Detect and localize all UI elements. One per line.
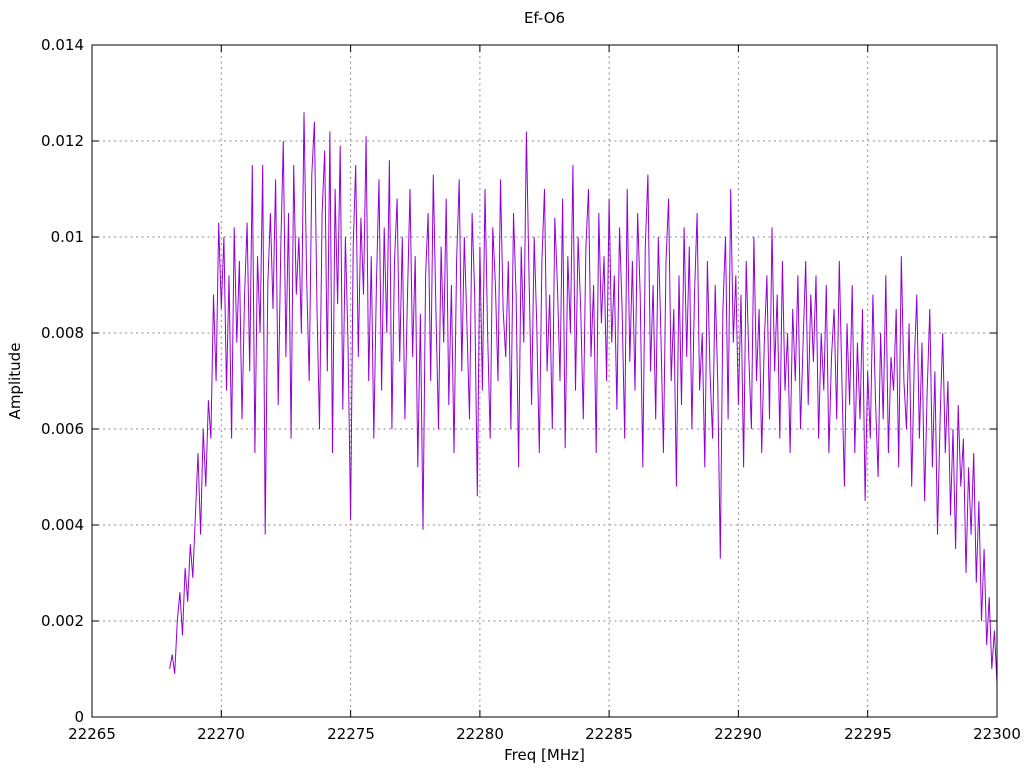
y-tick-label: 0.01 bbox=[50, 228, 84, 246]
y-tick-label: 0.014 bbox=[41, 36, 84, 54]
x-tick-label: 22290 bbox=[714, 725, 762, 743]
y-axis-label: Amplitude bbox=[6, 342, 24, 420]
chart-title: Ef-O6 bbox=[523, 9, 566, 27]
y-tick-label: 0 bbox=[74, 708, 84, 726]
x-tick-label: 22295 bbox=[844, 725, 892, 743]
x-tick-label: 22265 bbox=[68, 725, 116, 743]
x-tick-label: 22285 bbox=[585, 725, 633, 743]
y-tick-label: 0.008 bbox=[41, 324, 84, 342]
x-tick-label: 22275 bbox=[327, 725, 375, 743]
y-tick-label: 0.006 bbox=[41, 420, 84, 438]
x-axis-label: Freq [MHz] bbox=[504, 746, 585, 764]
x-tick-label: 22270 bbox=[197, 725, 245, 743]
x-tick-label: 22280 bbox=[456, 725, 504, 743]
x-tick-label: 22300 bbox=[973, 725, 1021, 743]
y-tick-label: 0.004 bbox=[41, 516, 84, 534]
y-tick-label: 0.002 bbox=[41, 612, 84, 630]
y-tick-label: 0.012 bbox=[41, 132, 84, 150]
